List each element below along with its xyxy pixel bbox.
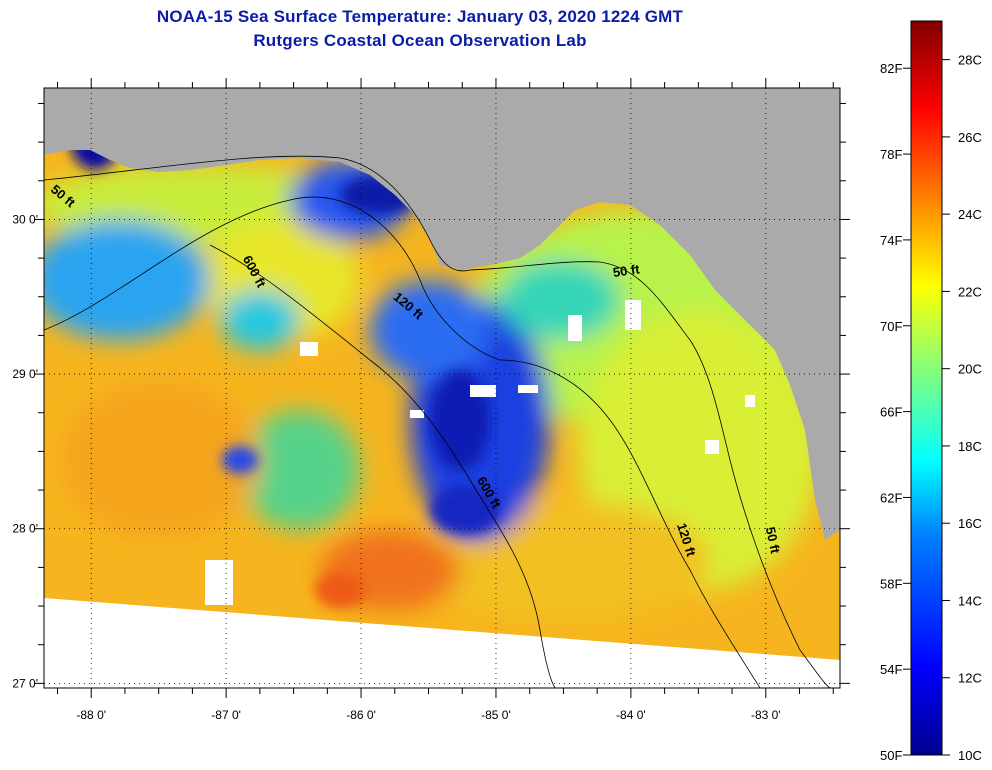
contour-120ft-east (499, 359, 761, 688)
celsius-label: 12C (958, 671, 982, 686)
fahrenheit-label: 74F (880, 233, 902, 248)
celsius-label: 16C (958, 516, 982, 531)
graticule (44, 88, 840, 688)
contour-600ft (209, 244, 556, 688)
celsius-label: 26C (958, 130, 982, 145)
land-mass (44, 88, 840, 540)
celsius-label: 28C (958, 53, 982, 68)
bathymetry-contours (44, 155, 831, 688)
map-subtitle: Rutgers Coastal Ocean Observation Lab (253, 31, 587, 50)
axis-ticks: -88 0' -87 0' -86 0' -85 0' -84 0' -83 0' 30 0… (12, 78, 850, 722)
lat-tick-label: 28 0' (12, 522, 38, 536)
fahrenheit-label: 78F (880, 147, 902, 162)
celsius-label: 22C (958, 284, 982, 299)
lat-tick-label: 29 0' (12, 367, 38, 381)
contour-50ft-east (469, 261, 831, 688)
lat-tick-label: 27 0' (12, 676, 38, 690)
lat-tick-label: 30 0' (12, 212, 38, 226)
contour-label: 50 ft (612, 261, 641, 280)
fahrenheit-label: 62F (880, 490, 902, 505)
lon-tick-label: -86 0' (346, 708, 376, 722)
map-title: NOAA-15 Sea Surface Temperature: January… (156, 7, 684, 26)
lon-tick-label: -84 0' (616, 708, 646, 722)
celsius-label: 20C (958, 362, 982, 377)
celsius-label: 24C (958, 207, 982, 222)
lon-tick-label: -87 0' (211, 708, 241, 722)
fahrenheit-label: 66F (880, 405, 902, 420)
celsius-label: 10C (958, 748, 982, 763)
fahrenheit-label: 54F (880, 662, 902, 677)
no-data-region (44, 598, 840, 688)
sst-field (44, 88, 840, 688)
contour-50ft-west (44, 155, 471, 272)
fahrenheit-label: 58F (880, 576, 902, 591)
celsius-label: 14C (958, 593, 982, 608)
fahrenheit-label: 82F (880, 61, 902, 76)
lon-tick-label: -88 0' (76, 708, 106, 722)
fahrenheit-label: 70F (880, 319, 902, 334)
colorbar-gradient (910, 20, 943, 756)
cloud-gaps (205, 300, 755, 605)
celsius-label: 18C (958, 439, 982, 454)
contour-120ft-west (44, 196, 501, 361)
colorbar-ticks: 10C 12C 14C 16C 18C 20C 22C 24C 26C 28C 50F 54F 58F 6… (880, 53, 982, 763)
plot-frame (43, 87, 841, 689)
contour-label: 50 ft (763, 526, 783, 556)
lon-tick-label: -83 0' (751, 708, 781, 722)
lon-tick-label: -85 0' (481, 708, 511, 722)
fahrenheit-label: 50F (880, 748, 902, 763)
